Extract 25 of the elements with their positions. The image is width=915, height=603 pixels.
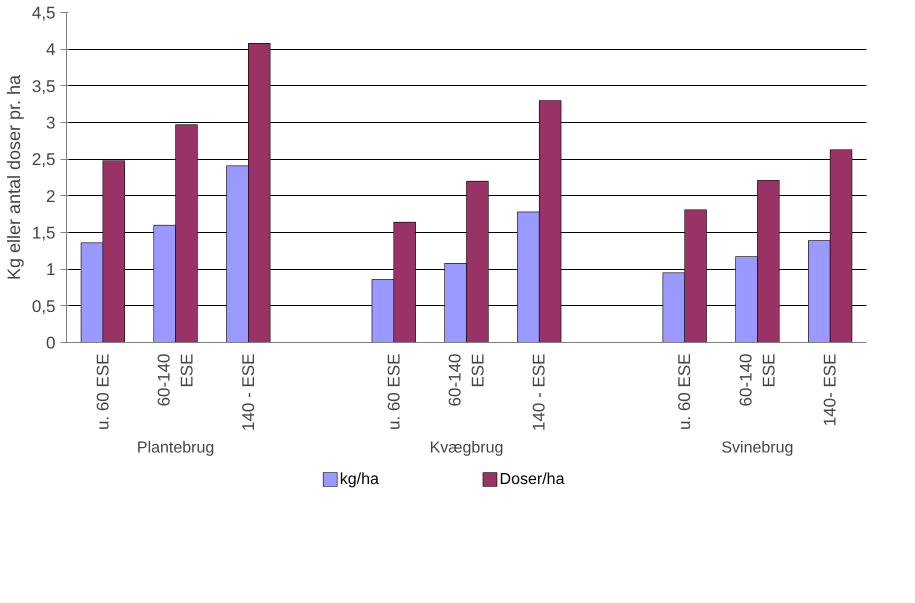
- y-tick-label: 3,5: [32, 76, 56, 96]
- legend-label: kg/ha: [340, 471, 379, 488]
- y-tick-label: 0: [46, 334, 56, 352]
- y-tick-label: 0,5: [32, 296, 56, 316]
- y-tick-label: 2,5: [32, 150, 56, 170]
- y-tick-label: 4,5: [32, 4, 56, 22]
- y-tick-label: 4: [46, 40, 56, 60]
- x-tick-label: u. 60 ESE: [384, 353, 404, 430]
- y-axis-title: Kg eller antal doser pr. ha: [4, 74, 24, 280]
- y-tick-label: 2: [46, 186, 56, 206]
- y-tick-label: 3: [46, 114, 56, 132]
- x-tick-label: u. 60 ESE: [93, 353, 112, 430]
- y-tick-label: 1,5: [32, 224, 56, 242]
- x-tick-label: 140 - ESE: [530, 353, 549, 431]
- x-tick-label: 60-140 ESE: [446, 353, 488, 406]
- text: Kvægbrug: [430, 440, 504, 456]
- x-tick-label: 140 - ESE: [238, 353, 258, 431]
- text: Plantebrug: [136, 440, 214, 456]
- x-tick-label: 60-140 ESE: [154, 353, 196, 406]
- x-tick-label: u. 60 ESE: [675, 353, 694, 430]
- text: Svinebrug: [721, 440, 794, 456]
- x-tick-label: 60-140 ESE: [736, 353, 778, 406]
- y-tick-label: 1: [46, 260, 56, 280]
- legend-label: Doser/ha: [500, 471, 565, 488]
- x-tick-label: 140- ESE: [820, 354, 840, 426]
